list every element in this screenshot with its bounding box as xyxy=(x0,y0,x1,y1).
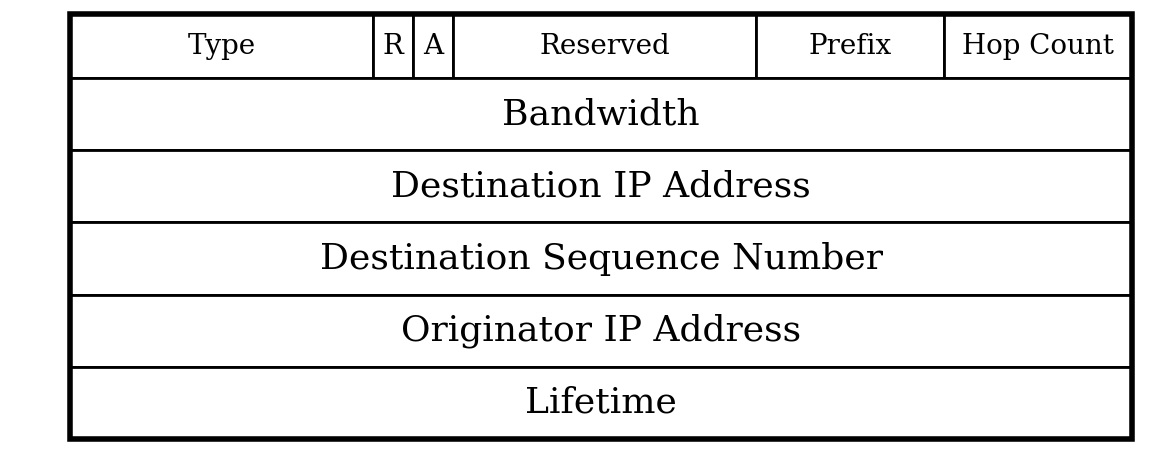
Bar xyxy=(372,14,413,78)
Text: Type: Type xyxy=(187,32,256,59)
Text: R: R xyxy=(383,32,404,59)
Bar xyxy=(70,223,1132,295)
Bar xyxy=(413,14,454,78)
Text: Bandwidth: Bandwidth xyxy=(502,97,700,131)
Text: Lifetime: Lifetime xyxy=(525,386,677,420)
Bar xyxy=(70,367,1132,439)
Bar xyxy=(70,295,1132,367)
Bar xyxy=(454,14,756,78)
Text: Destination IP Address: Destination IP Address xyxy=(391,170,811,203)
Bar xyxy=(70,14,372,78)
Bar xyxy=(944,14,1132,78)
Text: Hop Count: Hop Count xyxy=(962,32,1114,59)
Text: Reserved: Reserved xyxy=(539,32,670,59)
Text: Destination Sequence Number: Destination Sequence Number xyxy=(320,242,882,276)
Text: A: A xyxy=(424,32,443,59)
Text: Prefix: Prefix xyxy=(809,32,892,59)
Bar xyxy=(70,150,1132,223)
Text: Originator IP Address: Originator IP Address xyxy=(401,314,801,348)
Bar xyxy=(756,14,944,78)
Bar xyxy=(70,78,1132,150)
